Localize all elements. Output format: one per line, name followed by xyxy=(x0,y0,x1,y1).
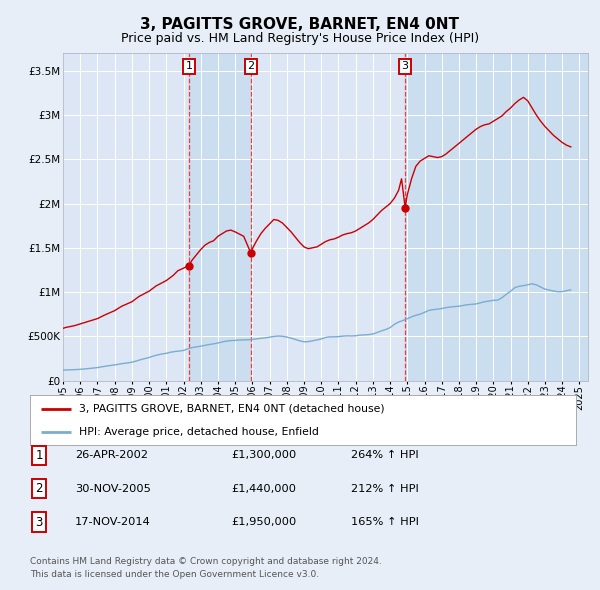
Text: £1,440,000: £1,440,000 xyxy=(231,484,296,493)
Text: 2: 2 xyxy=(247,61,254,71)
Text: 3: 3 xyxy=(401,61,409,71)
Text: 3: 3 xyxy=(35,516,43,529)
Text: Price paid vs. HM Land Registry's House Price Index (HPI): Price paid vs. HM Land Registry's House … xyxy=(121,32,479,45)
Text: £1,950,000: £1,950,000 xyxy=(231,517,296,527)
Text: 264% ↑ HPI: 264% ↑ HPI xyxy=(351,451,419,460)
Text: 212% ↑ HPI: 212% ↑ HPI xyxy=(351,484,419,493)
Text: 1: 1 xyxy=(185,61,193,71)
Text: £1,300,000: £1,300,000 xyxy=(231,451,296,460)
Text: 1: 1 xyxy=(35,449,43,462)
Text: 165% ↑ HPI: 165% ↑ HPI xyxy=(351,517,419,527)
Text: 2: 2 xyxy=(35,482,43,495)
Text: 3, PAGITTS GROVE, BARNET, EN4 0NT (detached house): 3, PAGITTS GROVE, BARNET, EN4 0NT (detac… xyxy=(79,404,385,414)
Bar xyxy=(405,53,588,381)
Text: 17-NOV-2014: 17-NOV-2014 xyxy=(75,517,151,527)
Text: 3, PAGITTS GROVE, BARNET, EN4 0NT: 3, PAGITTS GROVE, BARNET, EN4 0NT xyxy=(140,17,460,31)
Bar xyxy=(189,53,251,381)
Text: 26-APR-2002: 26-APR-2002 xyxy=(75,451,148,460)
Text: HPI: Average price, detached house, Enfield: HPI: Average price, detached house, Enfi… xyxy=(79,427,319,437)
Text: Contains HM Land Registry data © Crown copyright and database right 2024.: Contains HM Land Registry data © Crown c… xyxy=(30,558,382,566)
Text: 30-NOV-2005: 30-NOV-2005 xyxy=(75,484,151,493)
Text: This data is licensed under the Open Government Licence v3.0.: This data is licensed under the Open Gov… xyxy=(30,571,319,579)
